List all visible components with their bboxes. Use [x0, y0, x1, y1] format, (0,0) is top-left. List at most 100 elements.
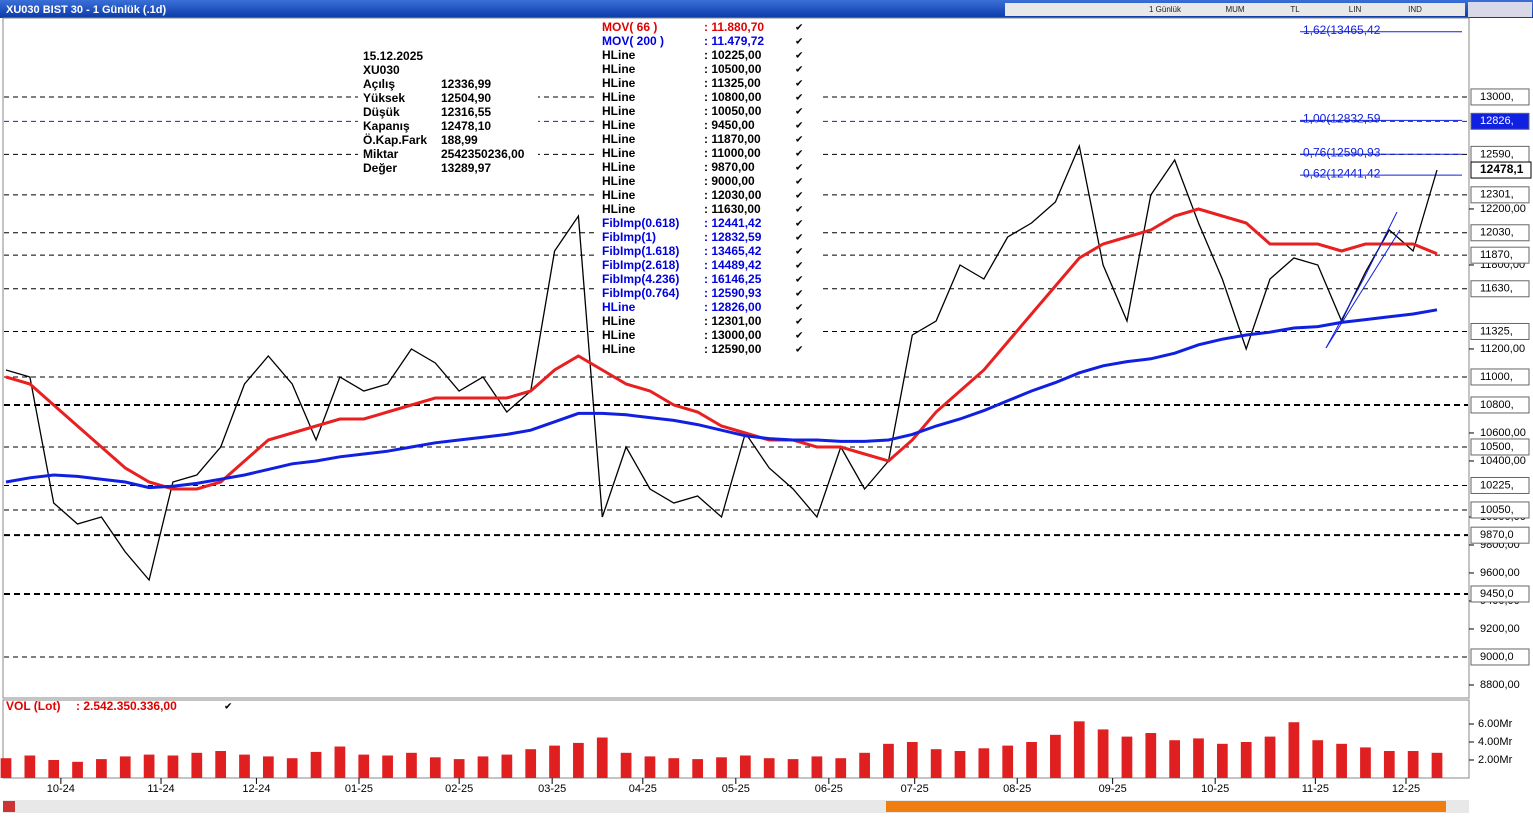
info-label: Değer [363, 161, 397, 175]
legend-check: ✔ [795, 205, 803, 216]
scroll-left[interactable] [3, 801, 15, 812]
legend-value: : 12590,00 [704, 342, 762, 356]
vol-check: ✔ [224, 702, 232, 713]
x-tick-label: 09-25 [1099, 783, 1127, 795]
legend-value: : 13000,00 [704, 328, 762, 342]
toolbar-item: TL [1290, 5, 1300, 14]
h-line-box [1470, 396, 1530, 414]
legend-check: ✔ [795, 331, 803, 342]
moving-average [5, 308, 1438, 490]
volume-bar [119, 756, 131, 778]
h-line-label: 9000,0 [1480, 651, 1514, 663]
trend-line [1325, 211, 1398, 349]
volume-bar [692, 759, 704, 778]
scroll-thumb[interactable] [886, 801, 1446, 812]
legend-name: FibImp(1) [602, 230, 656, 244]
legend-name: HLine [602, 342, 636, 356]
legend-value: : 12030,00 [704, 188, 762, 202]
h-line-box [1470, 476, 1530, 494]
last-price-label: 12478,1 [1480, 162, 1524, 176]
legend-name: HLine [602, 90, 636, 104]
legend-value: : 10225,00 [704, 48, 762, 62]
x-tick-label: 12-25 [1392, 783, 1420, 795]
h-line-box [1470, 438, 1530, 456]
volume-bar [429, 757, 441, 778]
legend-name: HLine [602, 328, 636, 342]
legend-check: ✔ [795, 79, 803, 90]
info-label: Miktar [363, 147, 399, 161]
legend-check: ✔ [795, 121, 803, 132]
fib-label: 0,62(12441,42 [1303, 166, 1381, 180]
h-line-label: 11870, [1480, 249, 1513, 261]
info-value: 12478,10 [441, 119, 491, 133]
volume-bar [573, 742, 584, 778]
legend-check: ✔ [795, 275, 803, 286]
volume-bar [668, 758, 680, 778]
volume-bar [1097, 729, 1109, 778]
legend-check: ✔ [795, 219, 803, 230]
marks-layer [0, 143, 1443, 778]
legend-check: ✔ [795, 107, 803, 118]
volume-bar [48, 760, 60, 778]
legend-value: : 10050,00 [704, 104, 762, 118]
volume-bar [262, 756, 274, 778]
h-line-label: 9450,0 [1480, 588, 1514, 600]
h-line-label: 11630, [1480, 283, 1513, 295]
trend-line [1325, 229, 1401, 349]
legend-bg [598, 20, 820, 358]
info-label: Kapanış [363, 119, 410, 133]
volume-bar [358, 754, 370, 778]
legend-value: : 13465,42 [704, 244, 762, 258]
volume-bar [1383, 751, 1395, 778]
volume-bar [1026, 742, 1037, 778]
h-line-label: 12301, [1480, 189, 1514, 201]
volume-bar [1002, 745, 1014, 778]
legend-value: : 11.880,70 [704, 20, 764, 34]
volume-bar [0, 758, 12, 778]
legend-name: FibImp(4.236) [602, 272, 679, 286]
legend-value: : 9000,00 [704, 174, 755, 188]
info-value: 12504,90 [441, 91, 491, 105]
legend-name: HLine [602, 48, 636, 62]
volume-bar [1431, 752, 1443, 778]
legend-check: ✔ [795, 303, 803, 314]
h-line-box [1470, 112, 1530, 130]
volume-bar [1240, 742, 1252, 778]
toolbar[interactable] [1005, 3, 1465, 16]
volume-bar [191, 752, 203, 778]
legend-value: : 11870,00 [704, 132, 761, 146]
legend-check: ✔ [795, 163, 803, 174]
volume-bar [930, 749, 942, 778]
volume-bar [1336, 743, 1347, 778]
legend-name: HLine [602, 314, 636, 328]
volume-bar [859, 752, 870, 778]
legend-value: : 12826,00 [704, 300, 762, 314]
window-title: XU030 BIST 30 - 1 Günlük (.1d) [6, 4, 166, 16]
legend-name: FibImp(1.618) [602, 244, 679, 258]
volume-bar [1312, 740, 1324, 778]
legend-check: ✔ [795, 149, 803, 160]
h-line-box [1470, 501, 1530, 519]
y-tick-label: 12200,00 [1480, 203, 1526, 215]
legend-check: ✔ [795, 93, 803, 104]
volume-bar [620, 752, 632, 778]
volume-bar [72, 761, 83, 778]
x-tick-label: 12-24 [242, 783, 270, 795]
volume-bar [310, 751, 322, 778]
window-controls[interactable] [1468, 2, 1532, 17]
h-line-box [1470, 224, 1530, 242]
info-value: 13289,97 [441, 161, 491, 175]
y-tick-label: 10600,00 [1480, 427, 1526, 439]
legend-check: ✔ [795, 135, 803, 146]
volume-bar [906, 742, 918, 778]
x-tick-label: 11-24 [147, 783, 174, 795]
volume-bar [334, 746, 346, 778]
legend-name: HLine [602, 76, 636, 90]
legend-check: ✔ [795, 317, 803, 328]
legend-value: : 12301,00 [704, 314, 762, 328]
legend-name: HLine [602, 132, 636, 146]
legend-name: MOV( 66 ) [602, 20, 657, 34]
h-line-label: 12030, [1480, 227, 1514, 239]
info-date: 15.12.2025 [363, 49, 423, 63]
